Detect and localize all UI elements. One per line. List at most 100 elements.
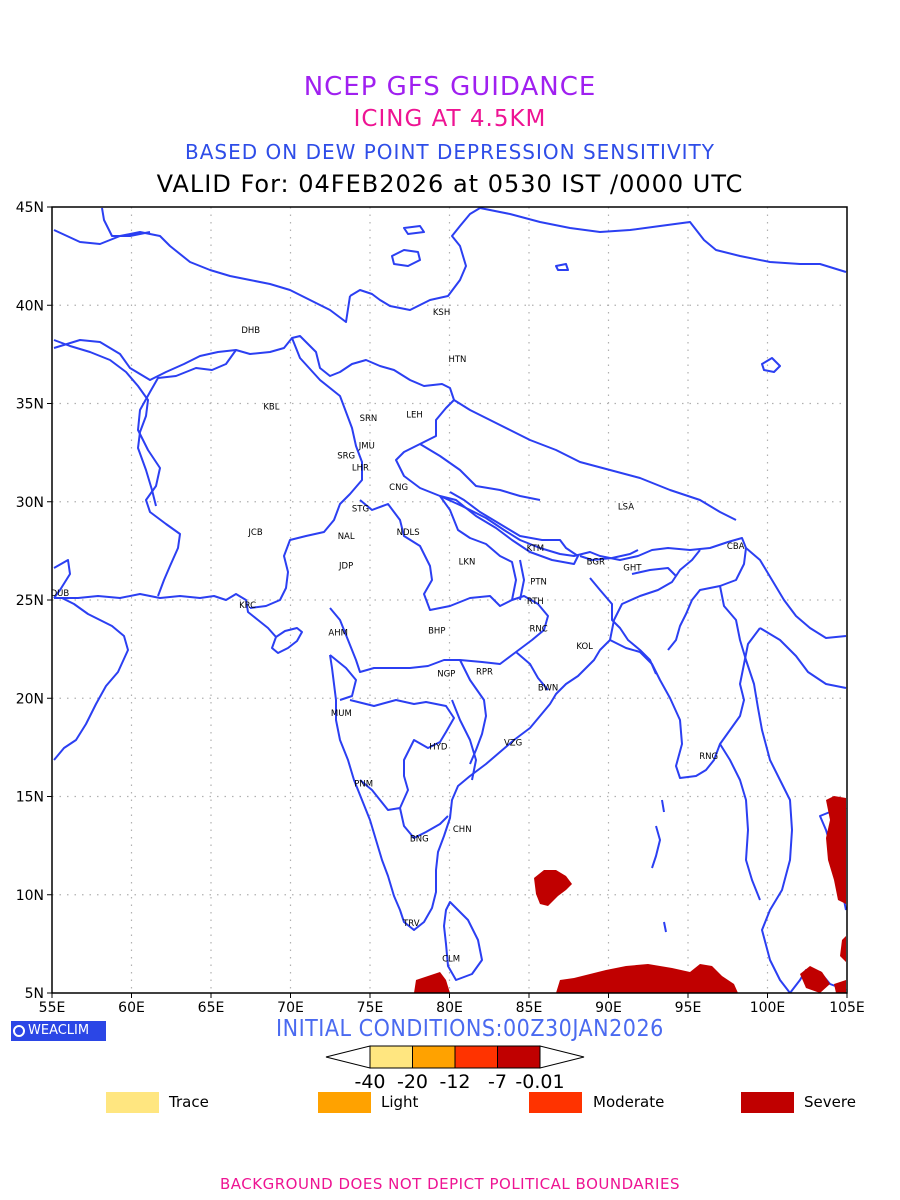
- x-tick-label: 70E: [277, 1000, 304, 1016]
- station-label-kbl: KBL: [263, 402, 279, 412]
- station-label-stg: STG: [352, 505, 369, 515]
- x-tick-label: 95E: [675, 1000, 702, 1016]
- station-label-rnc: RNC: [529, 624, 547, 634]
- station-label-pnm: PNM: [354, 780, 373, 790]
- valid-time-title: VALID For: 04FEB2026 at 0530 IST /0000 U…: [156, 170, 744, 198]
- colorbar: -40 -20 -12 -7 -0.01: [325, 1045, 585, 1093]
- colorbar-tick-label: -7: [488, 1071, 507, 1093]
- y-tick-label: 15N: [16, 790, 44, 806]
- colorbar-bin: [369, 1045, 413, 1069]
- station-label-jcb: JCB: [247, 528, 262, 538]
- border-pakistan: [137, 337, 363, 609]
- icing-patch-east-3: [834, 936, 846, 993]
- legend-swatch-moderate: [529, 1092, 582, 1113]
- coast-arabia: [53, 597, 129, 761]
- station-label-rth: RTH: [527, 597, 544, 607]
- station-label-chn: CHN: [453, 825, 472, 835]
- station-label-ght: GHT: [623, 564, 642, 574]
- x-tick-label: 75E: [357, 1000, 384, 1016]
- legend-swatch-light: [318, 1092, 371, 1113]
- initial-conditions-label: INITIAL CONDITIONS:00Z30JAN2026: [276, 1016, 664, 1042]
- x-tick-label: 65E: [198, 1000, 225, 1016]
- logo-circle-icon: [13, 1025, 25, 1037]
- title-line-3: BASED ON DEW POINT DEPRESSION SENSITIVIT…: [185, 140, 715, 164]
- coast-srilanka: [443, 901, 483, 981]
- colorbar-bin: [497, 1045, 541, 1069]
- station-label-clm: CLM: [442, 955, 460, 965]
- station-label-ktm: KTM: [527, 544, 544, 554]
- y-tick-label: 30N: [16, 495, 44, 511]
- icing-patch-south-1: [414, 972, 450, 993]
- colorbar-tick-label: -40: [354, 1071, 385, 1093]
- station-label-ptn: PTN: [530, 577, 547, 587]
- station-label-bgr: BGR: [587, 558, 605, 568]
- station-label-jdp: JDP: [338, 562, 353, 572]
- station-label-hyd: HYD: [429, 742, 448, 752]
- border-central-asia: [53, 207, 351, 323]
- logo-text: WEACLIM: [28, 1023, 90, 1038]
- coast-mongolia-lake: [391, 225, 781, 373]
- station-label-bng: BNG: [410, 835, 429, 845]
- colorbar-tick-label: -0.01: [515, 1071, 564, 1093]
- x-tick-label: 55E: [39, 1000, 66, 1016]
- x-tick-label: 105E: [829, 1000, 865, 1016]
- title-line-2: ICING AT 4.5KM: [353, 106, 547, 132]
- station-label-dhb: DHB: [241, 326, 260, 336]
- graticule: [52, 207, 847, 993]
- x-tick-label: 60E: [118, 1000, 145, 1016]
- station-label-bwn: BWN: [538, 683, 558, 693]
- y-tick-label: 5N: [25, 986, 44, 1002]
- coastline-india: [54, 593, 761, 931]
- y-tick-label: 45N: [16, 200, 44, 216]
- legend-swatch-trace: [106, 1092, 159, 1113]
- border-myanmar: [719, 547, 847, 993]
- station-label-mum: MUM: [331, 709, 352, 719]
- station-label-lhr: LHR: [352, 463, 369, 473]
- station-label-ksh: KSH: [433, 308, 450, 318]
- colorbar-left-arrow: [325, 1045, 371, 1069]
- x-tick-label: 100E: [750, 1000, 786, 1016]
- station-label-rng: RNG: [699, 752, 718, 762]
- station-label-lkn: LKN: [459, 558, 476, 568]
- colorbar-right-arrow: [539, 1045, 585, 1069]
- y-tick-label: 35N: [16, 397, 44, 413]
- icing-severe-areas: [414, 796, 846, 993]
- icing-patch-bay: [534, 870, 572, 906]
- legend-label-trace: Trace: [169, 1093, 209, 1111]
- legend-swatch-severe: [741, 1092, 794, 1113]
- station-label-srg: SRG: [337, 452, 355, 462]
- station-label-vzg: VZG: [504, 738, 522, 748]
- border-north: [53, 335, 747, 651]
- icing-patch-east-1: [800, 966, 830, 993]
- y-tick-label: 20N: [16, 691, 44, 707]
- station-label-ngp: NGP: [437, 670, 455, 680]
- station-label-cng: CNG: [389, 483, 408, 493]
- colorbar-bin: [454, 1045, 498, 1069]
- border-afghan-iran: [53, 339, 157, 599]
- station-label-trv: TRV: [402, 919, 420, 929]
- station-label-ahm: AHM: [328, 628, 348, 638]
- station-label-nal: NAL: [338, 532, 355, 542]
- station-label-kol: KOL: [576, 642, 593, 652]
- x-tick-label: 85E: [516, 1000, 543, 1016]
- station-label-leh: LEH: [406, 410, 423, 420]
- border-bangladesh: [589, 549, 701, 675]
- colorbar-bin: [412, 1045, 456, 1069]
- station-label-dub: DUB: [51, 589, 70, 599]
- border-india-states: [329, 495, 549, 839]
- icing-patch-east-2: [826, 796, 846, 904]
- station-label-bhp: BHP: [428, 626, 445, 636]
- coast-andaman: [651, 799, 667, 933]
- station-label-ndls: NDLS: [397, 528, 420, 538]
- weaclim-logo: WEACLIM: [11, 1021, 106, 1041]
- icing-patch-south-2: [556, 964, 738, 993]
- legend-label-light: Light: [381, 1093, 419, 1111]
- title-line-1: NCEP GFS GUIDANCE: [303, 72, 597, 102]
- station-label-htn: HTN: [448, 355, 466, 365]
- x-tick-label: 90E: [595, 1000, 622, 1016]
- coastlines: [53, 207, 847, 993]
- border-tibet-china: [349, 207, 847, 521]
- y-tick-label: 40N: [16, 298, 44, 314]
